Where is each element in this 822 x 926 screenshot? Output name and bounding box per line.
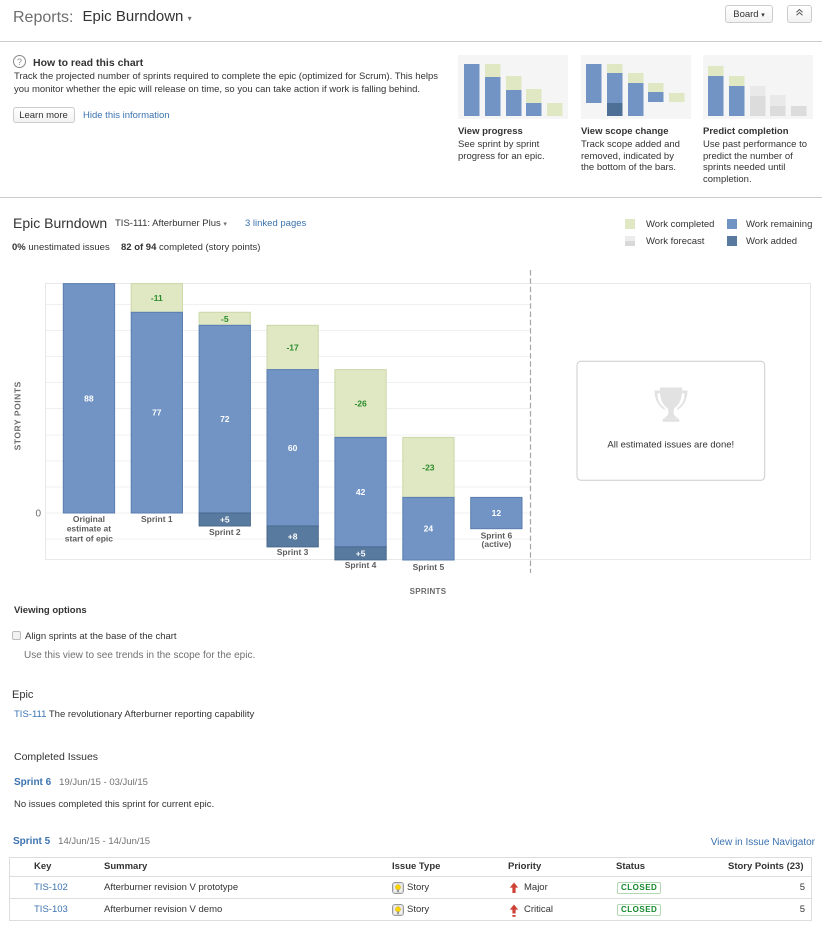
svg-text:Sprint 5: Sprint 5 — [413, 562, 445, 572]
svg-text:Sprint 4: Sprint 4 — [345, 560, 377, 570]
svg-text:Original: Original — [73, 514, 105, 524]
svg-text:Sprint 2: Sprint 2 — [209, 527, 241, 537]
svg-text:-11: -11 — [151, 293, 163, 303]
svg-text:77: 77 — [152, 408, 162, 418]
svg-text:Sprint 6: Sprint 6 — [481, 531, 513, 541]
svg-text:Sprint 1: Sprint 1 — [141, 514, 173, 524]
svg-text:+8: +8 — [288, 532, 298, 542]
svg-text:estimate at: estimate at — [67, 524, 112, 534]
svg-text:42: 42 — [356, 487, 366, 497]
svg-text:-26: -26 — [354, 399, 367, 409]
svg-text:(active): (active) — [482, 539, 512, 549]
svg-text:24: 24 — [424, 524, 434, 534]
svg-text:0: 0 — [35, 509, 41, 520]
svg-text:-17: -17 — [286, 343, 299, 353]
svg-text:start of epic: start of epic — [65, 533, 113, 543]
svg-text:-5: -5 — [221, 314, 229, 324]
svg-text:All estimated issues are done!: All estimated issues are done! — [607, 440, 734, 451]
svg-text:12: 12 — [492, 508, 502, 518]
svg-text:88: 88 — [84, 393, 94, 403]
svg-text:SPRINTS: SPRINTS — [410, 587, 447, 596]
svg-text:Sprint 3: Sprint 3 — [277, 547, 309, 557]
svg-text:72: 72 — [220, 414, 230, 424]
svg-text:STORY POINTS: STORY POINTS — [12, 381, 22, 450]
svg-text:60: 60 — [288, 443, 298, 453]
svg-text:+5: +5 — [220, 515, 230, 525]
svg-text:+5: +5 — [356, 548, 366, 558]
svg-text:-23: -23 — [422, 462, 435, 472]
